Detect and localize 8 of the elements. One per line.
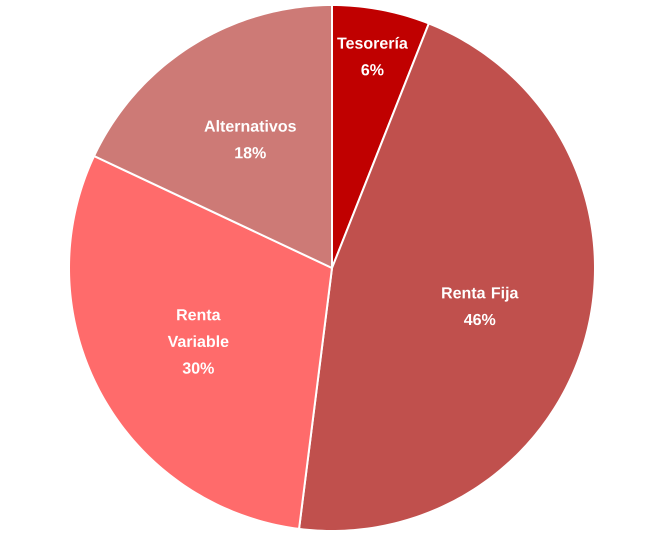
data-label: 46% xyxy=(464,314,496,326)
data-label: 18% xyxy=(235,147,266,158)
data-label: 6% xyxy=(361,64,384,76)
slice-label: Tesorería xyxy=(337,36,408,49)
slice-label: Renta Fija xyxy=(442,286,519,302)
slice-label: Alternativos xyxy=(204,120,296,132)
data-label: 30% xyxy=(182,362,214,374)
slice-label: Renta Variable xyxy=(168,309,228,348)
